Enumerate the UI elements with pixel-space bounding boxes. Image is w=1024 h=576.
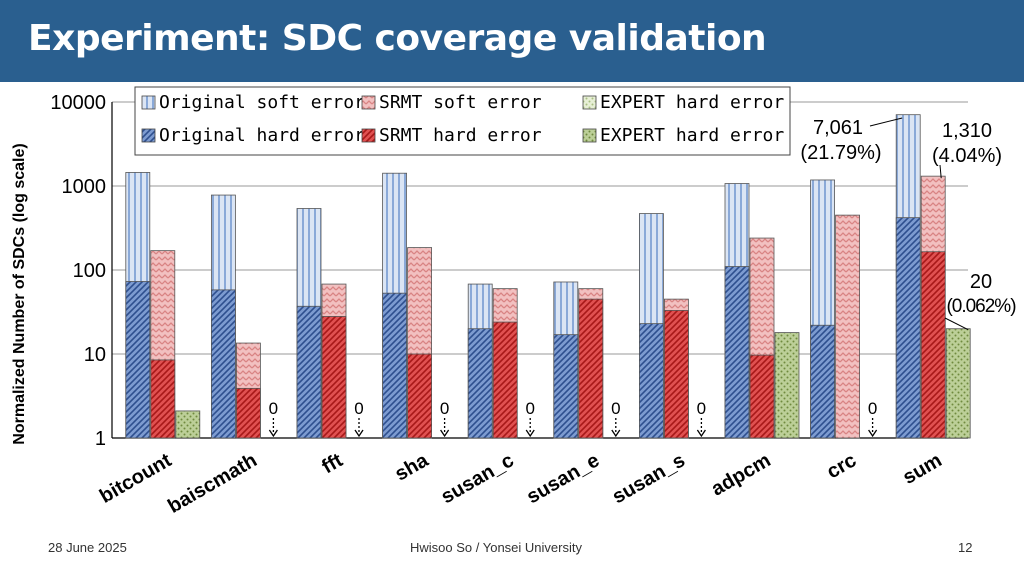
zero-arrowhead-susan_c — [525, 429, 535, 438]
bar-srmt-hard-baiscmath — [235, 387, 261, 439]
annotation-expert-percent: (0.062%) — [946, 296, 1016, 317]
x-tick-adpcm: adpcm — [708, 449, 775, 500]
legend-swatch-4 — [141, 128, 156, 143]
bar-original-hard-fft — [296, 305, 322, 439]
zero-arrowhead-susan_s — [696, 429, 706, 438]
x-tick-susan_e: susan_e — [523, 449, 603, 508]
bar-original-hard-crc — [810, 324, 835, 439]
annotation-srmt-percent: (4.04%) — [932, 145, 1002, 167]
zero-label-sha: 0 — [440, 399, 449, 418]
legend-label-2: SRMT soft error — [379, 92, 542, 113]
annotation-original-percent: (21.79%) — [800, 142, 881, 164]
footer-date: 28 June 2025 — [48, 540, 127, 555]
bar-srmt-hard-susan_c — [492, 321, 518, 439]
legend-box — [134, 86, 791, 156]
y-tick-10: 10 — [84, 344, 106, 366]
bar-srmt-hard-fft — [321, 316, 347, 439]
slide-title: Experiment: SDC coverage validation — [28, 18, 767, 59]
annotation-expert-leader — [944, 317, 969, 331]
x-tick-sum: sum — [899, 449, 946, 489]
legend-swatch-2 — [361, 95, 376, 110]
bar-original-hard-susan_s — [639, 323, 664, 439]
annotation-srmt-leader — [939, 164, 942, 179]
bar-original-hard-susan_c — [467, 328, 493, 439]
sdc-bar-chart: 1 10 100 1000 10000 Normalized Number of SDCs… — [11, 86, 1017, 518]
bar-original-hard-susan_e — [553, 334, 579, 439]
annotation-original-leader — [869, 117, 903, 127]
bar-srmt-hard-bitcount — [150, 359, 176, 439]
y-axis-label: Normalized Number of SDCs (log scale) — [11, 143, 28, 444]
bar-srmt-hard-susan_e — [578, 298, 604, 439]
bar-srmt-hard-adpcm — [749, 354, 775, 439]
zero-label-crc: 0 — [868, 399, 877, 418]
zero-arrowhead-fft — [354, 429, 364, 438]
y-tick-1000: 1000 — [62, 176, 107, 198]
zero-arrowhead-susan_e — [611, 429, 621, 438]
x-tick-susan_s: susan_s — [609, 449, 689, 508]
legend-swatch-5 — [361, 128, 376, 143]
y-tick-10000: 10000 — [50, 92, 106, 114]
bar-original-hard-baiscmath — [210, 289, 236, 439]
bar-expert-hard-bitcount — [175, 410, 201, 439]
title-bar: Experiment: SDC coverage validation — [0, 0, 1024, 82]
legend-label-5: SRMT hard error — [379, 125, 542, 146]
legend-swatch-6 — [582, 128, 597, 143]
bar-original-hard-sha — [382, 292, 408, 439]
y-tick-1: 1 — [95, 428, 106, 450]
legend-swatch-3 — [582, 95, 597, 110]
x-tick-fft: fft — [318, 449, 347, 478]
bar-srmt-soft-crc — [835, 214, 860, 439]
x-tick-baiscmath: baiscmath — [164, 449, 261, 518]
zero-arrowhead-sha — [440, 429, 450, 438]
zero-label-susan_s: 0 — [697, 399, 706, 418]
annotation-original-value: 7,061 — [813, 117, 863, 139]
legend-label-3: EXPERT hard error — [600, 92, 784, 113]
footer-page-number: 12 — [958, 540, 973, 555]
zero-label-fft: 0 — [354, 399, 363, 418]
bar-expert-hard-sum — [945, 328, 971, 439]
x-tick-sha: sha — [391, 449, 433, 486]
zero-arrowhead-baiscmath — [268, 429, 278, 438]
bar-original-hard-bitcount — [125, 281, 151, 439]
bar-srmt-hard-sum — [920, 251, 946, 439]
legend-label-1: Original soft error — [159, 92, 365, 113]
y-tick-100: 100 — [73, 260, 106, 282]
zero-label-susan_e: 0 — [611, 399, 620, 418]
legend-swatch-1 — [141, 95, 156, 110]
footer-author: Hwisoo So / Yonsei University — [410, 540, 582, 555]
zero-label-baiscmath: 0 — [269, 399, 278, 418]
bar-expert-hard-adpcm — [774, 332, 800, 439]
annotation-expert-value: 20 — [970, 271, 992, 293]
bar-original-hard-sum — [895, 217, 921, 439]
zero-label-susan_c: 0 — [525, 399, 534, 418]
bar-srmt-hard-sha — [407, 353, 433, 439]
x-tick-crc: crc — [823, 449, 860, 483]
bar-srmt-hard-susan_s — [664, 310, 689, 439]
bar-original-hard-adpcm — [724, 266, 750, 439]
zero-arrowhead-crc — [868, 429, 878, 438]
annotation-srmt-value: 1,310 — [942, 120, 992, 142]
legend-label-4: Original hard error — [159, 125, 365, 146]
legend-label-6: EXPERT hard error — [600, 125, 784, 146]
x-tick-susan_c: susan_c — [437, 449, 517, 508]
